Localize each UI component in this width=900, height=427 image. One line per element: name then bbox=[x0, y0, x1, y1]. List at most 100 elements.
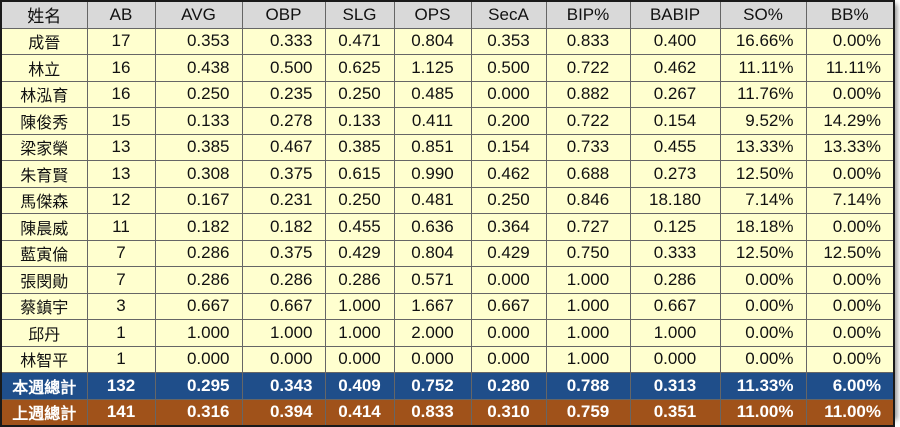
cell-bb: 0.00% bbox=[805, 27, 895, 55]
cell-seca: 0.429 bbox=[470, 239, 547, 267]
last-week-total-row: 上週總計 141 0.316 0.394 0.414 0.833 0.310 0.759 0.3… bbox=[0, 398, 895, 427]
cell-babip: 0.273 bbox=[629, 160, 721, 188]
cell-so: 11.00% bbox=[719, 398, 807, 427]
table-row: 藍寅倫 7 0.286 0.375 0.429 0.804 0.429 0.750 0.333 1… bbox=[0, 239, 895, 267]
cell-bb: 11.11% bbox=[805, 54, 895, 82]
cell-babip: 0.313 bbox=[629, 372, 721, 400]
cell-babip: 0.455 bbox=[629, 133, 721, 161]
table-row: 張閔勛 7 0.286 0.286 0.286 0.571 0.000 1.000 0.286 0… bbox=[0, 266, 895, 294]
cell-babip: 0.125 bbox=[629, 213, 721, 241]
cell-bb: 11.00% bbox=[805, 398, 895, 427]
cell-ops: 2.000 bbox=[393, 319, 472, 347]
cell-bb: 12.50% bbox=[805, 239, 895, 267]
cell-ops: 0.804 bbox=[393, 27, 472, 55]
cell-ab: 16 bbox=[86, 80, 156, 108]
cell-bip: 0.727 bbox=[545, 213, 631, 241]
cell-bb: 7.14% bbox=[805, 186, 895, 214]
cell-ops: 0.000 bbox=[393, 345, 472, 373]
cell-slg: 0.615 bbox=[324, 160, 395, 188]
header-bb: BB% bbox=[805, 0, 895, 29]
cell-babip: 0.000 bbox=[629, 345, 721, 373]
cell-name: 林泓育 bbox=[0, 80, 88, 108]
cell-bb: 0.00% bbox=[805, 292, 895, 320]
cell-babip: 0.400 bbox=[629, 27, 721, 55]
cell-bip: 0.688 bbox=[545, 160, 631, 188]
cell-slg: 1.000 bbox=[324, 319, 395, 347]
cell-ab: 3 bbox=[86, 292, 156, 320]
this-week-total-row: 本週總計 132 0.295 0.343 0.409 0.752 0.280 0.788 0.3… bbox=[0, 372, 895, 400]
cell-avg: 0.286 bbox=[154, 266, 243, 294]
cell-bip: 0.882 bbox=[545, 80, 631, 108]
cell-avg: 0.308 bbox=[154, 160, 243, 188]
cell-ab: 13 bbox=[86, 160, 156, 188]
cell-ops: 0.990 bbox=[393, 160, 472, 188]
cell-avg: 0.286 bbox=[154, 239, 243, 267]
cell-ops: 0.481 bbox=[393, 186, 472, 214]
cell-slg: 0.250 bbox=[324, 186, 395, 214]
table-row: 林泓育 16 0.250 0.235 0.250 0.485 0.000 0.882 0.267… bbox=[0, 80, 895, 108]
cell-obp: 1.000 bbox=[241, 319, 326, 347]
cell-avg: 0.353 bbox=[154, 27, 243, 55]
cell-name: 邱丹 bbox=[0, 319, 88, 347]
cell-ab: 7 bbox=[86, 239, 156, 267]
cell-obp: 0.278 bbox=[241, 107, 326, 135]
cell-seca: 0.310 bbox=[470, 398, 547, 427]
cell-ab: 12 bbox=[86, 186, 156, 214]
header-row: 姓名 AB AVG OBP SLG OPS SecA BIP% BABIP SO… bbox=[0, 0, 895, 29]
cell-slg: 0.455 bbox=[324, 213, 395, 241]
cell-babip: 0.333 bbox=[629, 239, 721, 267]
cell-bb: 0.00% bbox=[805, 266, 895, 294]
cell-ab: 1 bbox=[86, 345, 156, 373]
cell-avg: 0.182 bbox=[154, 213, 243, 241]
cell-ops: 0.571 bbox=[393, 266, 472, 294]
cell-avg: 0.133 bbox=[154, 107, 243, 135]
cell-babip: 0.154 bbox=[629, 107, 721, 135]
cell-seca: 0.154 bbox=[470, 133, 547, 161]
cell-so: 12.50% bbox=[719, 239, 807, 267]
cell-so: 13.33% bbox=[719, 133, 807, 161]
cell-avg: 0.385 bbox=[154, 133, 243, 161]
cell-bip: 1.000 bbox=[545, 292, 631, 320]
cell-name: 林智平 bbox=[0, 345, 88, 373]
cell-seca: 0.000 bbox=[470, 319, 547, 347]
cell-slg: 0.385 bbox=[324, 133, 395, 161]
cell-avg: 0.167 bbox=[154, 186, 243, 214]
header-ab: AB bbox=[86, 0, 156, 29]
cell-obp: 0.235 bbox=[241, 80, 326, 108]
cell-avg: 0.316 bbox=[154, 398, 243, 427]
cell-seca: 0.280 bbox=[470, 372, 547, 400]
cell-seca: 0.462 bbox=[470, 160, 547, 188]
cell-so: 18.18% bbox=[719, 213, 807, 241]
cell-obp: 0.231 bbox=[241, 186, 326, 214]
cell-bip: 0.846 bbox=[545, 186, 631, 214]
cell-bip: 1.000 bbox=[545, 345, 631, 373]
cell-bb: 0.00% bbox=[805, 80, 895, 108]
cell-bip: 0.759 bbox=[545, 398, 631, 427]
cell-so: 0.00% bbox=[719, 266, 807, 294]
cell-avg: 0.667 bbox=[154, 292, 243, 320]
cell-ops: 0.752 bbox=[393, 372, 472, 400]
table-row: 陳俊秀 15 0.133 0.278 0.133 0.411 0.200 0.722 0.154… bbox=[0, 107, 895, 135]
cell-bb: 0.00% bbox=[805, 345, 895, 373]
cell-name: 陳晨威 bbox=[0, 213, 88, 241]
cell-slg: 0.286 bbox=[324, 266, 395, 294]
cell-bip: 1.000 bbox=[545, 266, 631, 294]
cell-seca: 0.364 bbox=[470, 213, 547, 241]
cell-avg: 0.250 bbox=[154, 80, 243, 108]
cell-babip: 0.267 bbox=[629, 80, 721, 108]
cell-so: 12.50% bbox=[719, 160, 807, 188]
header-slg: SLG bbox=[324, 0, 395, 29]
table-row: 陳晨威 11 0.182 0.182 0.455 0.636 0.364 0.727 0.125… bbox=[0, 213, 895, 241]
cell-ab: 132 bbox=[86, 372, 156, 400]
table-row: 林智平 1 0.000 0.000 0.000 0.000 0.000 1.000 0.000 0… bbox=[0, 345, 895, 373]
cell-slg: 0.429 bbox=[324, 239, 395, 267]
cell-obp: 0.182 bbox=[241, 213, 326, 241]
header-name: 姓名 bbox=[0, 0, 88, 29]
cell-so: 0.00% bbox=[719, 345, 807, 373]
cell-avg: 0.438 bbox=[154, 54, 243, 82]
cell-bb: 14.29% bbox=[805, 107, 895, 135]
cell-obp: 0.286 bbox=[241, 266, 326, 294]
cell-ops: 0.851 bbox=[393, 133, 472, 161]
cell-so: 0.00% bbox=[719, 319, 807, 347]
